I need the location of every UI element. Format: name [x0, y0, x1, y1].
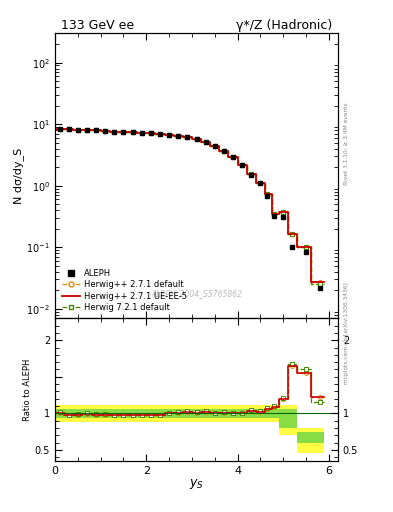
Y-axis label: Ratio to ALEPH: Ratio to ALEPH: [23, 358, 32, 421]
Text: 133 GeV ee: 133 GeV ee: [61, 19, 134, 32]
Legend: ALEPH, Herwig++ 2.7.1 default, Herwig++ 2.7.1 UE-EE-5, Herwig 7.2.1 default: ALEPH, Herwig++ 2.7.1 default, Herwig++ …: [59, 267, 190, 314]
Text: γ*/Z (Hadronic): γ*/Z (Hadronic): [236, 19, 332, 32]
Y-axis label: N dσ/dy_S: N dσ/dy_S: [13, 147, 24, 204]
Text: mcplots.cern.ch [arXiv:1306.3436]: mcplots.cern.ch [arXiv:1306.3436]: [344, 282, 349, 383]
Text: Rivet 3.1.10; ≥ 3.4M events: Rivet 3.1.10; ≥ 3.4M events: [344, 102, 349, 185]
Text: ALEPH_2004_S5765862: ALEPH_2004_S5765862: [151, 289, 242, 298]
X-axis label: $y_S$: $y_S$: [189, 477, 204, 491]
